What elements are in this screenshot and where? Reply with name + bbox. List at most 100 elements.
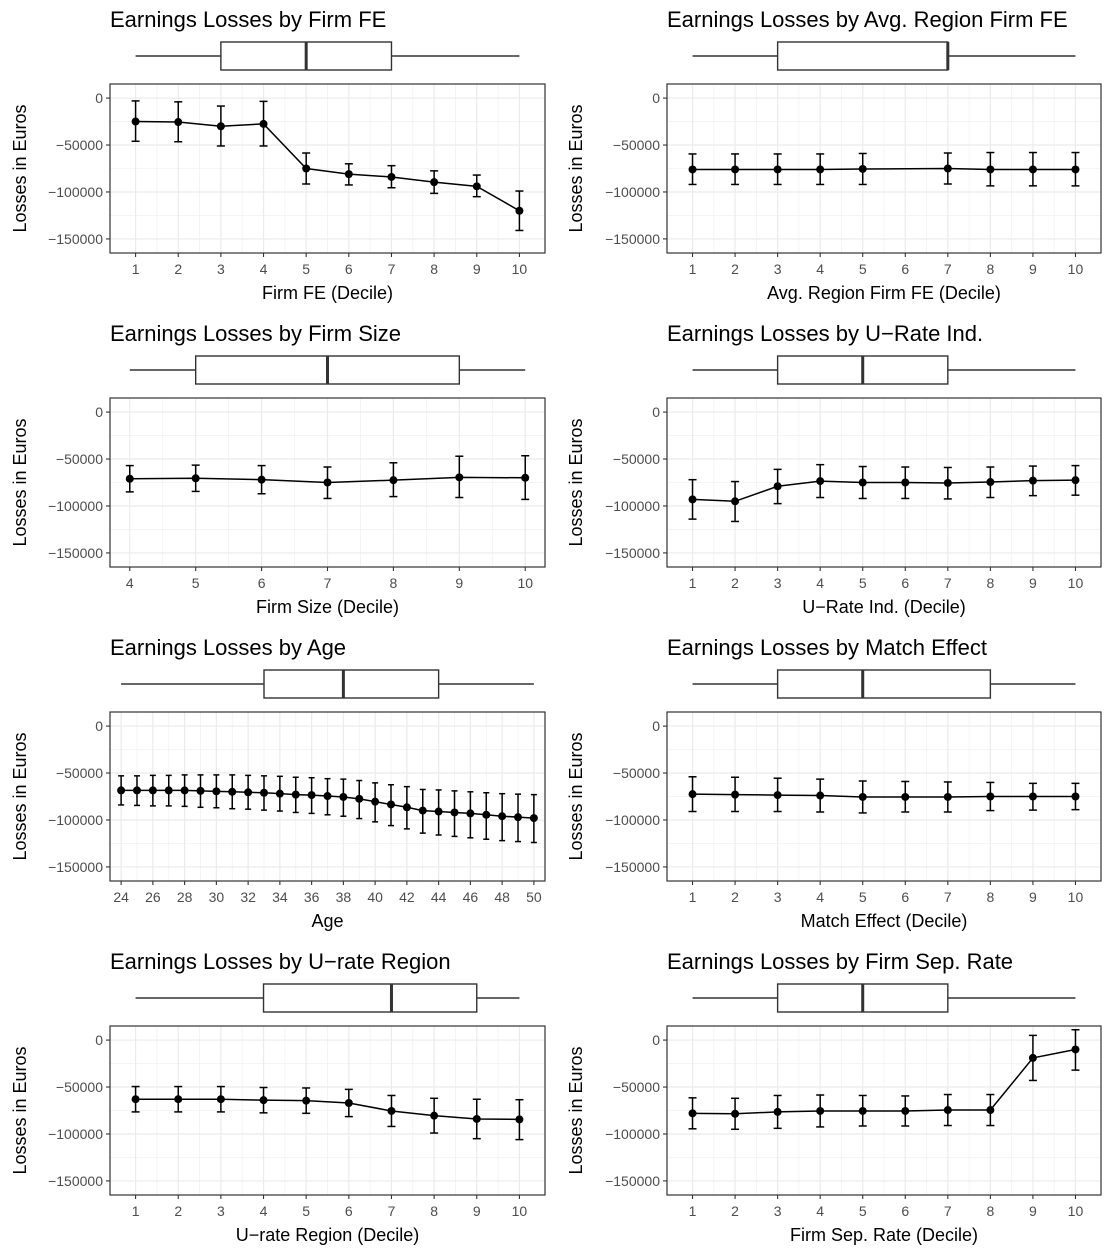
x-tick-label: 2	[174, 1203, 182, 1219]
chart-panel-6: Earnings Losses by Match Effect 0 −50000 −1…	[566, 635, 1102, 931]
x-tick-label: 10	[1068, 261, 1084, 277]
y-tick-label: −100000	[605, 812, 660, 828]
x-tick-label: 3	[774, 889, 782, 905]
data-point	[387, 172, 396, 181]
x-tick-label: 48	[494, 889, 510, 905]
x-tick-label: 9	[1029, 1203, 1037, 1219]
box-iqr	[776, 41, 949, 71]
y-tick-label: −150000	[605, 859, 660, 875]
x-tick-label: 2	[174, 261, 182, 277]
data-point	[371, 797, 380, 806]
y-tick-label: −50000	[56, 1079, 103, 1095]
data-point	[402, 803, 411, 812]
chart-panel-7: Earnings Losses by U−rate Region 0 −50000 −…	[10, 949, 546, 1245]
data-point	[515, 206, 524, 215]
x-tick-label: 1	[689, 889, 697, 905]
x-tick-label: 4	[260, 1203, 268, 1219]
y-tick-label: −50000	[613, 137, 660, 153]
data-point	[131, 117, 140, 126]
y-tick-label: 0	[95, 404, 103, 420]
data-point	[858, 164, 867, 173]
data-point	[986, 478, 995, 487]
x-tick-label: 1	[132, 261, 140, 277]
x-tick-label: 6	[258, 575, 266, 591]
data-point	[455, 473, 464, 482]
data-point	[344, 170, 353, 179]
chart-title: Earnings Losses by Avg. Region Firm FE	[667, 7, 1068, 32]
chart-title: Earnings Losses by Age	[110, 635, 346, 660]
data-point	[228, 787, 237, 796]
chart-panel-5: Earnings Losses by Age 0 −50000 −100000 −150…	[10, 635, 546, 931]
data-point	[323, 478, 332, 487]
x-axis-label: Age	[311, 911, 343, 931]
y-tick-label: −150000	[48, 859, 103, 875]
data-point	[148, 786, 157, 795]
data-point	[816, 165, 825, 174]
data-point	[117, 786, 126, 795]
x-tick-label: 8	[986, 1203, 994, 1219]
box-iqr	[776, 669, 992, 699]
x-tick-label: 3	[774, 261, 782, 277]
x-tick-label: 5	[192, 575, 200, 591]
x-tick-label: 10	[1068, 1203, 1084, 1219]
y-axis-label: Losses in Euros	[10, 104, 30, 232]
x-axis-label: Match Effect (Decile)	[801, 911, 968, 931]
x-tick-label: 50	[526, 889, 542, 905]
data-point	[344, 1098, 353, 1107]
x-tick-label: 4	[816, 889, 824, 905]
data-point	[1071, 1045, 1080, 1054]
y-tick-label: −150000	[605, 231, 660, 247]
y-tick-label: −150000	[48, 1173, 103, 1189]
x-tick-label: 28	[177, 889, 193, 905]
x-tick-label: 2	[731, 889, 739, 905]
chart-panel-8: Earnings Losses by Firm Sep. Rate 0 −50000…	[566, 949, 1102, 1245]
data-point	[773, 791, 782, 800]
y-tick-label: −50000	[56, 765, 103, 781]
x-tick-label: 9	[1029, 575, 1037, 591]
data-point	[943, 1106, 952, 1115]
plot-border	[109, 83, 546, 254]
chart-panel-3: Earnings Losses by Firm Size 0 −50000 −1000…	[10, 321, 546, 617]
chart-panel-1: Earnings Losses by Firm FE 0 −50000 −100000…	[10, 7, 546, 303]
data-point	[257, 475, 266, 484]
data-point	[259, 788, 268, 797]
data-point	[901, 1106, 910, 1115]
y-tick-label: −150000	[48, 231, 103, 247]
x-tick-label: 9	[1029, 889, 1037, 905]
x-tick-label: 34	[272, 889, 288, 905]
x-tick-label: 6	[345, 1203, 353, 1219]
x-tick-label: 3	[774, 575, 782, 591]
chart-title: Earnings Losses by Match Effect	[667, 635, 987, 660]
x-tick-label: 7	[944, 575, 952, 591]
data-point	[466, 809, 475, 818]
x-tick-label: 3	[217, 1203, 225, 1219]
x-tick-label: 9	[455, 575, 463, 591]
x-tick-label: 5	[859, 261, 867, 277]
x-tick-label: 8	[390, 575, 398, 591]
x-tick-label: 9	[473, 1203, 481, 1219]
y-tick-label: −100000	[605, 1126, 660, 1142]
x-tick-label: 26	[145, 889, 161, 905]
x-tick-label: 4	[126, 575, 134, 591]
data-point	[986, 165, 995, 174]
data-point	[731, 790, 740, 799]
chart-panel-4: Earnings Losses by U−Rate Ind. 0 −50000 −10…	[566, 321, 1102, 617]
data-point	[731, 497, 740, 506]
x-tick-label: 4	[260, 261, 268, 277]
data-point	[434, 807, 443, 816]
data-point	[688, 790, 697, 799]
plot-border	[666, 711, 1102, 882]
x-tick-label: 1	[132, 1203, 140, 1219]
data-point	[773, 1107, 782, 1116]
chart-panel-2: Earnings Losses by Avg. Region Firm FE 0 −…	[566, 7, 1102, 303]
y-tick-label: −100000	[48, 498, 103, 514]
x-tick-label: 7	[944, 889, 952, 905]
series-line	[135, 1098, 520, 1121]
data-point	[275, 789, 284, 798]
data-point	[482, 810, 491, 819]
x-tick-label: 7	[944, 1203, 952, 1219]
x-tick-label: 40	[367, 889, 383, 905]
data-point	[1028, 165, 1037, 174]
data-point	[901, 792, 910, 801]
